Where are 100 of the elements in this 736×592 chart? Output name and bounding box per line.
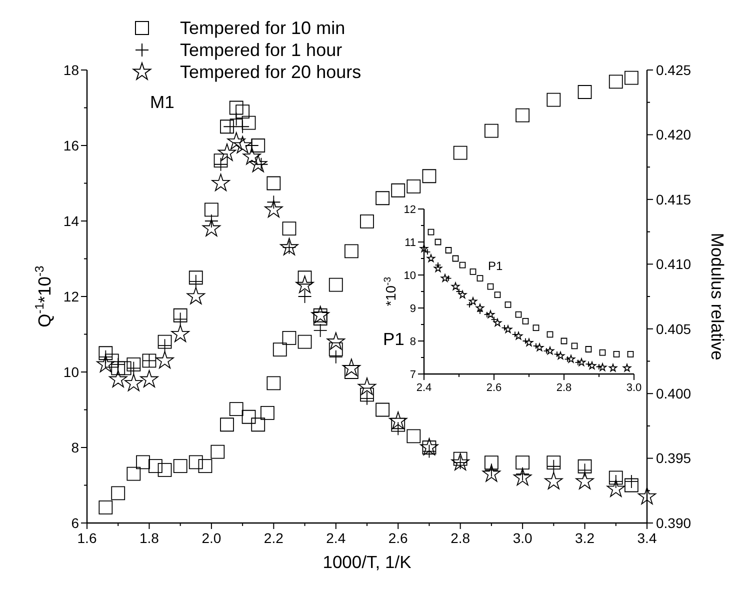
point [233,136,252,154]
point [173,459,188,473]
point [272,342,287,357]
x-tick-label: 2.8 [556,382,572,394]
point [476,304,484,312]
point [328,278,343,292]
point [328,342,343,356]
point [229,100,244,115]
point [198,459,212,473]
point [140,370,158,388]
point [212,174,230,192]
point [599,349,606,356]
point [156,351,174,368]
point [440,274,450,282]
point [136,455,150,470]
point [486,310,495,318]
point [598,363,607,371]
point [624,70,638,85]
point [298,334,312,349]
point [544,472,563,490]
point [251,138,266,152]
point [251,418,266,432]
point [406,429,421,444]
y2-tick-label: 0.420 [656,126,692,143]
point [218,144,236,161]
point [188,455,203,470]
point [158,462,172,477]
point [578,85,592,99]
point [434,264,442,272]
point [360,214,374,228]
point [504,302,512,308]
point [296,276,314,293]
point [264,200,283,218]
y-tick-label: 8 [71,439,80,456]
y2-axis-title: Modulus relative [707,232,728,360]
point [608,364,618,372]
point [389,412,408,429]
legend-label: Tempered for 1 hour [180,40,342,60]
point [420,244,428,252]
point [227,132,246,150]
point [622,364,632,372]
point [513,468,532,486]
point [487,283,494,290]
x-tick-label: 1.6 [77,530,97,546]
point [158,334,172,349]
point [282,222,296,236]
point [606,479,625,497]
y2-tick-label: 0.400 [656,385,692,402]
point [124,374,143,392]
point [516,456,530,470]
point [426,254,436,262]
point [482,464,501,482]
y-tick-label: 8 [410,336,416,348]
point [229,402,244,416]
point [266,176,281,190]
point [282,330,296,345]
point [249,154,268,172]
point [220,120,234,134]
point [422,169,436,184]
point [484,124,498,138]
annotation: P1 [383,329,404,349]
point [532,324,540,331]
point [96,354,115,372]
point [546,331,554,338]
point [434,238,442,246]
y2-tick-label: 0.410 [656,256,692,272]
point [522,318,529,324]
point [452,255,459,262]
y2-tick-label: 0.390 [656,514,692,531]
x-tick-label: 2.0 [202,530,222,546]
point [111,361,126,376]
point [514,332,523,340]
point [445,247,452,254]
x-tick-label: 2.2 [264,530,284,546]
point [391,183,406,198]
point [638,487,656,504]
x-tick-label: 1.8 [139,530,160,546]
point [326,332,345,350]
x-tick-label: 3.4 [637,530,657,546]
point [546,346,554,354]
point [358,378,376,395]
y-tick-label: 6 [71,514,80,531]
point [109,370,128,388]
point [342,358,361,376]
point [148,459,162,473]
point [173,308,188,322]
point [260,406,274,420]
point [171,324,190,342]
legend-label: Tempered for 10 min [180,18,346,38]
point [428,228,434,236]
point [406,180,421,194]
y-tick-label: 7 [410,368,416,381]
point [458,290,467,298]
point [236,104,250,118]
point [476,275,484,282]
x-tick-label: 2.8 [450,530,470,546]
point [360,388,374,402]
point [98,500,113,514]
point [453,146,468,160]
legend-label: Tempered for 20 hours [180,62,362,82]
